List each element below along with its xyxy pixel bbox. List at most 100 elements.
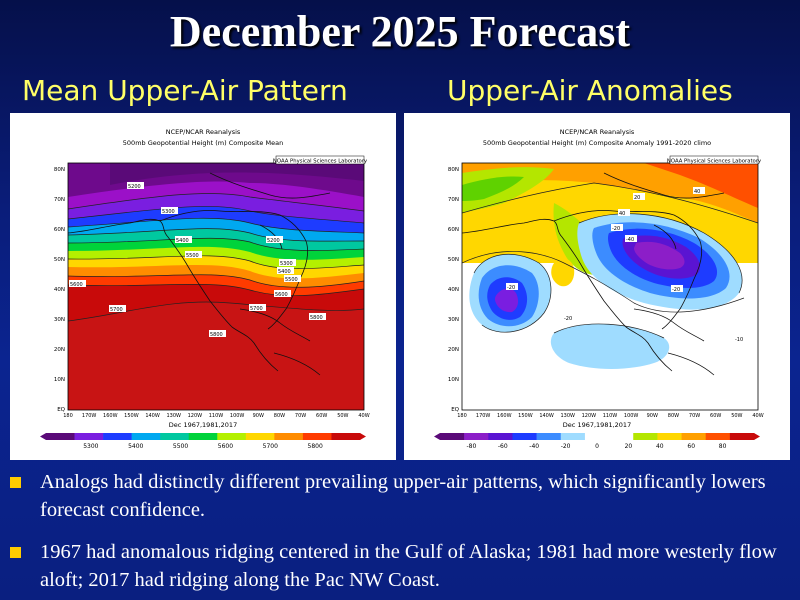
map-source-line: NCEP/NCAR Reanalysis (166, 128, 241, 136)
contour-label-box (266, 236, 283, 243)
colorbar-label: 5500 (173, 443, 188, 450)
colorbar-label: 5800 (308, 443, 323, 450)
longitude-label: 40W (752, 413, 763, 419)
longitude-label: 60W (710, 413, 721, 419)
longitude-label: 120W (188, 413, 203, 419)
latitude-label: 40N (448, 287, 459, 293)
longitude-label: 90W (647, 413, 658, 419)
contour-label-box (506, 283, 518, 290)
contour-label-box (185, 251, 202, 258)
contour-label-box (671, 285, 683, 292)
latitude-label: 20N (448, 347, 459, 353)
latitude-label: EQ (451, 407, 459, 413)
latitude-label: 70N (54, 197, 65, 203)
colorbar-label: -40 (529, 443, 539, 450)
longitude-label: 100W (230, 413, 245, 419)
map-source-line: NCEP/NCAR Reanalysis (560, 128, 635, 136)
longitude-label: 70W (295, 413, 306, 419)
contour-label: 5400 (278, 269, 291, 275)
latitude-label: 60N (448, 227, 459, 233)
longitude-label: 110W (603, 413, 618, 419)
lab-credit: NOAA Physical Sciences Laboratory (667, 159, 761, 165)
contour-label-box (69, 280, 86, 287)
colorbar-segment (103, 433, 132, 440)
longitude-label: 130W (560, 413, 575, 419)
bullet-item: 1967 had anomalous ridging centered in t… (10, 538, 790, 594)
contour-label: 5700 (250, 306, 263, 312)
longitude-label: 80W (274, 413, 285, 419)
longitude-label: 150W (518, 413, 533, 419)
colorbar-label: 5400 (128, 443, 143, 450)
latitude-label: 70N (448, 197, 459, 203)
anomaly-map: NCEP/NCAR Reanalysis 500mb Geopotential … (404, 113, 790, 460)
contour-label-box (109, 305, 126, 312)
longitude-label: 100W (624, 413, 639, 419)
colorbar-label: 5300 (83, 443, 98, 450)
contour-label: 40 (619, 211, 625, 217)
longitude-label: 150W (124, 413, 139, 419)
latitude-label: EQ (57, 407, 65, 413)
latitude-label: 50N (54, 257, 65, 263)
colorbar-segment (633, 433, 658, 440)
colorbar-segment (681, 433, 706, 440)
latitude-label: 10N (448, 377, 459, 383)
slide-title: December 2025 Forecast (169, 7, 631, 56)
latitude-label: 40N (54, 287, 65, 293)
colorbar-segment (46, 433, 75, 440)
mean-pattern-map: NCEP/NCAR Reanalysis 500mb Geopotential … (10, 113, 396, 460)
colorbar-arrow (434, 433, 440, 440)
longitude-label: 180 (457, 413, 467, 419)
colorbar-label: 80 (719, 443, 727, 450)
colorbar-arrow (40, 433, 46, 440)
longitude-label: 180 (63, 413, 73, 419)
contour-label: 5400 (176, 238, 189, 244)
colorbar-segment (536, 433, 562, 440)
composite-dates: Dec 1967,1981,2017 (169, 421, 237, 429)
contour-label: 5600 (70, 282, 83, 288)
longitude-label: 60W (316, 413, 327, 419)
colorbar-segment (217, 433, 247, 440)
longitude-label: 160W (103, 413, 118, 419)
colorbar-segment (705, 433, 731, 440)
contour-label-box (284, 275, 301, 282)
latitude-label: 30N (54, 317, 65, 323)
colorbar-segment (274, 433, 304, 440)
longitude-label: 120W (582, 413, 597, 419)
map-variable-line: 500mb Geopotential Height (m) Composite … (123, 139, 283, 147)
colorbar-label: -80 (466, 443, 476, 450)
longitude-label: 160W (497, 413, 512, 419)
contour-label-box (693, 187, 705, 194)
contour-label: 5800 (310, 315, 323, 321)
colorbar-label: 5700 (263, 443, 278, 450)
colorbar-segment (560, 433, 586, 440)
colorbar-label: 20 (625, 443, 633, 450)
longitude-label: 40W (358, 413, 369, 419)
colorbar-segment (488, 433, 513, 440)
latitude-label: 20N (54, 347, 65, 353)
longitude-label: 170W (476, 413, 491, 419)
bullet-icon (10, 477, 21, 488)
bullet-text: Analogs had distinctly different prevail… (40, 471, 766, 521)
colorbar-segment (609, 433, 634, 440)
height-field (68, 163, 364, 410)
colorbar-segment (131, 433, 161, 440)
lab-credit: NOAA Physical Sciences Laboratory (273, 159, 367, 165)
contour-label: 5300 (162, 209, 175, 215)
latitude-label: 80N (448, 167, 459, 173)
colorbar-label: -60 (498, 443, 508, 450)
longitude-label: 130W (166, 413, 181, 419)
colorbar-arrow (360, 433, 366, 440)
contour-labels: 5200 5300 5400 5500 5600 5700 5800 5200 5300 5400… (69, 182, 326, 338)
contour-label-box (279, 259, 296, 266)
contour-label-box (618, 209, 630, 216)
longitude-label: 140W (145, 413, 160, 419)
colorbar-segment (188, 433, 218, 440)
colorbar-segment (512, 433, 537, 440)
contour-label: 20 (634, 195, 640, 201)
composite-dates: Dec 1967,1981,2017 (563, 421, 631, 429)
contour-label-box (309, 313, 326, 320)
contour-label: 40 (694, 189, 700, 195)
longitude-label: 140W (539, 413, 554, 419)
colorbar-segment (657, 433, 682, 440)
longitude-labels: 180 170W 160W 150W 140W 130W 120W 110W 100W 90W 80… (63, 413, 369, 419)
